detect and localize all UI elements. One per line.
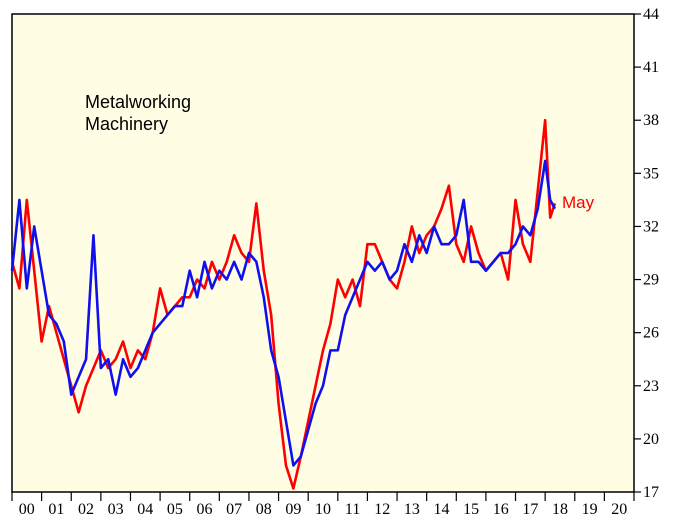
x-tick-label: 04: [137, 501, 153, 518]
y-tick-label: 23: [643, 378, 659, 395]
y-tick-label: 20: [643, 431, 659, 448]
y-tick-label: 44: [643, 6, 659, 23]
y-tick-label: 32: [643, 218, 659, 235]
x-tick-label: 10: [315, 501, 331, 518]
x-tick-label: 17: [522, 501, 538, 518]
x-tick-label: 11: [345, 501, 360, 518]
plot-area: [11, 13, 635, 493]
x-tick-label: 02: [78, 501, 94, 518]
x-tick-label: 15: [463, 501, 479, 518]
x-tick-label: 14: [433, 501, 449, 518]
x-tick-label: 01: [48, 501, 64, 518]
x-tick-label: 16: [493, 501, 509, 518]
y-tick-label: 38: [643, 112, 659, 129]
x-tick-label: 19: [582, 501, 598, 518]
x-tick-label: 12: [374, 501, 390, 518]
y-tick-label: 41: [643, 59, 659, 76]
x-tick-label: 00: [19, 501, 35, 518]
chart-title: Machinery: [85, 114, 168, 134]
x-tick-label: 20: [611, 501, 627, 518]
x-tick-label: 03: [108, 501, 124, 518]
y-tick-label: 29: [643, 272, 659, 289]
x-tick-label: 07: [226, 501, 242, 518]
x-tick-label: 06: [197, 501, 213, 518]
end-label: May: [562, 193, 595, 212]
y-tick-label: 35: [643, 165, 659, 182]
x-tick-label: 05: [167, 501, 183, 518]
chart-title: Metalworking: [85, 92, 191, 112]
y-tick-label: 26: [643, 325, 659, 342]
x-tick-label: 08: [256, 501, 272, 518]
x-tick-label: 13: [404, 501, 420, 518]
x-tick-label: 18: [552, 501, 568, 518]
x-tick-label: 09: [285, 501, 301, 518]
data-line: [10, 159, 557, 467]
y-tick-label: 17: [643, 484, 659, 501]
